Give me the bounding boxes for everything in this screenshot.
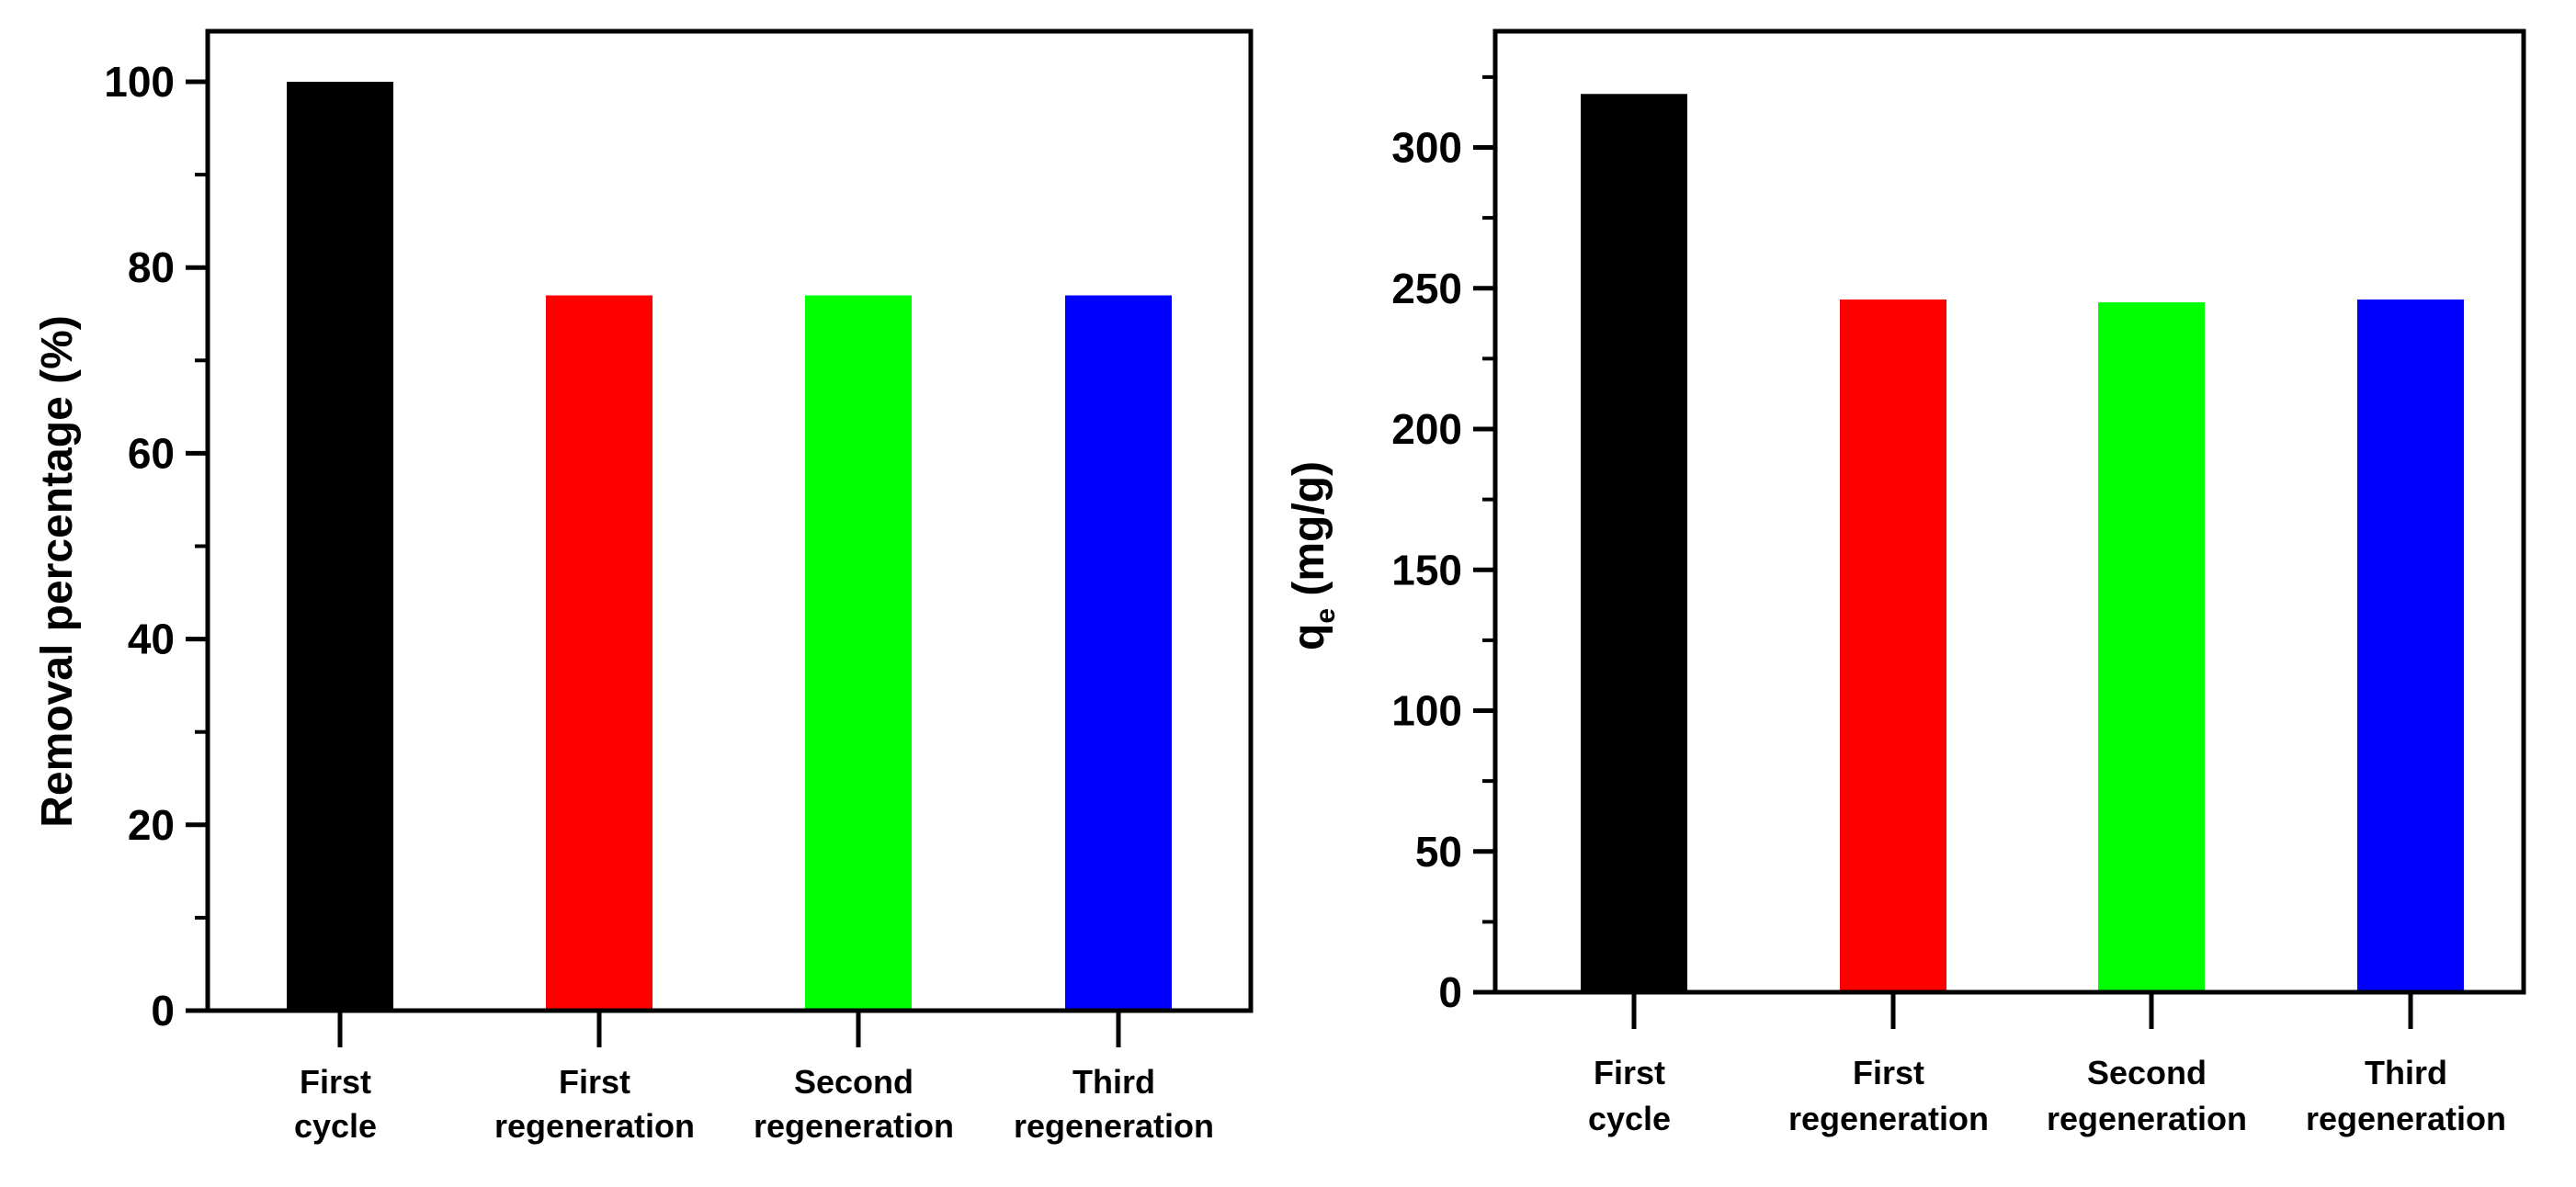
x-category-label: First regeneration	[1788, 1054, 1989, 1137]
x-category-line: Third	[1072, 1063, 1155, 1101]
x-category-line: regeneration	[1014, 1107, 1214, 1145]
x-category-label: Third regeneration	[1014, 1063, 1214, 1145]
bar-first-regeneration	[546, 295, 653, 1011]
bar-first-regeneration	[1840, 300, 1946, 992]
y-tick-label: 80	[128, 243, 175, 291]
qe-capacity-chart: 0 50 100 150 200 250 300 First cycle First regener…	[1285, 28, 2526, 1137]
y-tick-label: 200	[1391, 405, 1462, 453]
y-axis-title: Removal percentage (%)	[33, 315, 82, 828]
bar-first-cycle	[1581, 94, 1687, 992]
x-category-line: First	[1853, 1054, 1924, 1091]
x-category-line: First	[559, 1063, 630, 1101]
x-category-line: regeneration	[754, 1107, 954, 1145]
x-category-line: Third	[2365, 1054, 2447, 1091]
x-category-line: regeneration	[2047, 1100, 2247, 1137]
y-tick-label: 50	[1415, 828, 1462, 876]
x-category-line: cycle	[1588, 1100, 1671, 1137]
x-category-label: Second regeneration	[754, 1063, 954, 1145]
y-tick-label: 0	[151, 987, 175, 1034]
bar-third-regeneration	[2357, 300, 2464, 992]
x-category-label: First cycle	[294, 1063, 377, 1145]
x-category-line: regeneration	[494, 1107, 695, 1145]
x-category-line: regeneration	[2306, 1100, 2506, 1137]
y-tick-label: 60	[128, 429, 175, 477]
bar-first-cycle	[287, 82, 393, 1011]
x-category-label: Third regeneration	[2306, 1054, 2506, 1137]
x-category-label: Second regeneration	[2047, 1054, 2247, 1137]
x-category-line: First	[1594, 1054, 1665, 1091]
x-category-line: Second	[794, 1063, 914, 1101]
y-axis-title: qe (mg/g)	[1285, 461, 1341, 650]
x-category-label: First cycle	[1588, 1054, 1671, 1137]
y-tick-label: 250	[1391, 265, 1462, 312]
x-category-line: Second	[2087, 1054, 2207, 1091]
y-tick-label: 300	[1391, 124, 1462, 172]
bar-second-regeneration	[2098, 302, 2205, 992]
y-axis-title-unit: (mg/g)	[1285, 461, 1333, 608]
y-axis-title-subscript: e	[1311, 608, 1341, 624]
x-category-label: First regeneration	[494, 1063, 695, 1145]
x-category-line: cycle	[294, 1107, 377, 1145]
plot-frame	[205, 28, 1254, 1013]
y-tick-label: 0	[1438, 968, 1462, 1016]
y-tick-label: 40	[128, 616, 175, 663]
x-category-line: regeneration	[1788, 1100, 1989, 1137]
y-tick-label: 20	[128, 801, 175, 849]
y-tick-label: 150	[1391, 546, 1462, 594]
x-category-line: First	[300, 1063, 371, 1101]
bar-third-regeneration	[1065, 295, 1172, 1011]
y-tick-label: 100	[1391, 687, 1462, 735]
bar-second-regeneration	[805, 295, 912, 1011]
plot-frame	[1492, 28, 2526, 995]
y-tick-label: 100	[104, 58, 175, 106]
y-axis-title-main: q	[1285, 624, 1333, 650]
